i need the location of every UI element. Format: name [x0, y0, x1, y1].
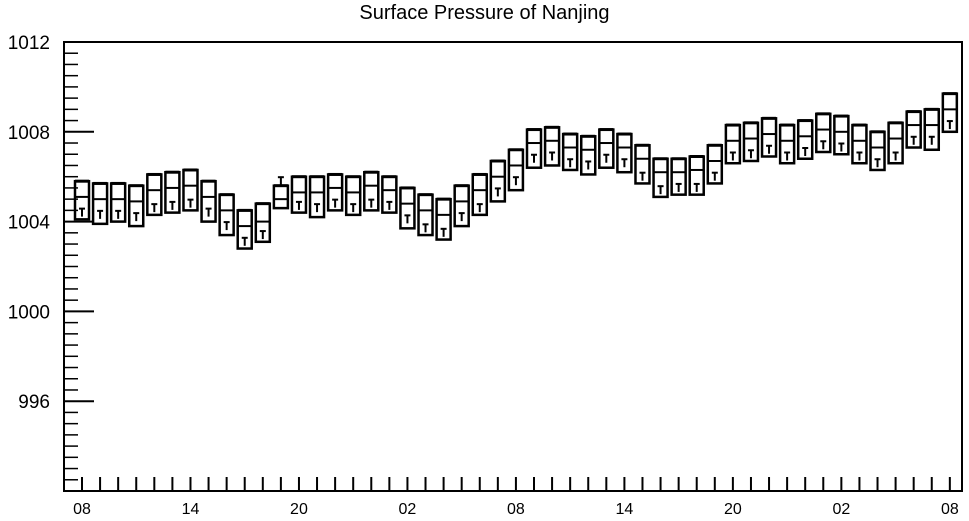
x-tick-label: 08 [507, 501, 525, 518]
y-tick-label: 1000 [8, 302, 50, 323]
x-tick-label: 14 [182, 501, 200, 518]
y-tick-label: 1008 [8, 123, 50, 144]
plot-frame [63, 41, 963, 492]
x-tick-label: 08 [941, 501, 959, 518]
y-tick-label: 1004 [8, 213, 51, 234]
x-tick-label: 08 [73, 501, 91, 518]
box-rect [272, 184, 290, 210]
y-tick-label: 996 [18, 392, 50, 413]
x-tick-label: 02 [832, 501, 850, 518]
x-tick-label: 20 [724, 501, 742, 518]
x-tick-label: 20 [290, 501, 308, 518]
x-tick-label: 14 [616, 501, 634, 518]
x-tick-label: 02 [399, 501, 417, 518]
y-tick-label: 1012 [8, 33, 50, 54]
chart-title: Surface Pressure of Nanjing [359, 2, 610, 24]
